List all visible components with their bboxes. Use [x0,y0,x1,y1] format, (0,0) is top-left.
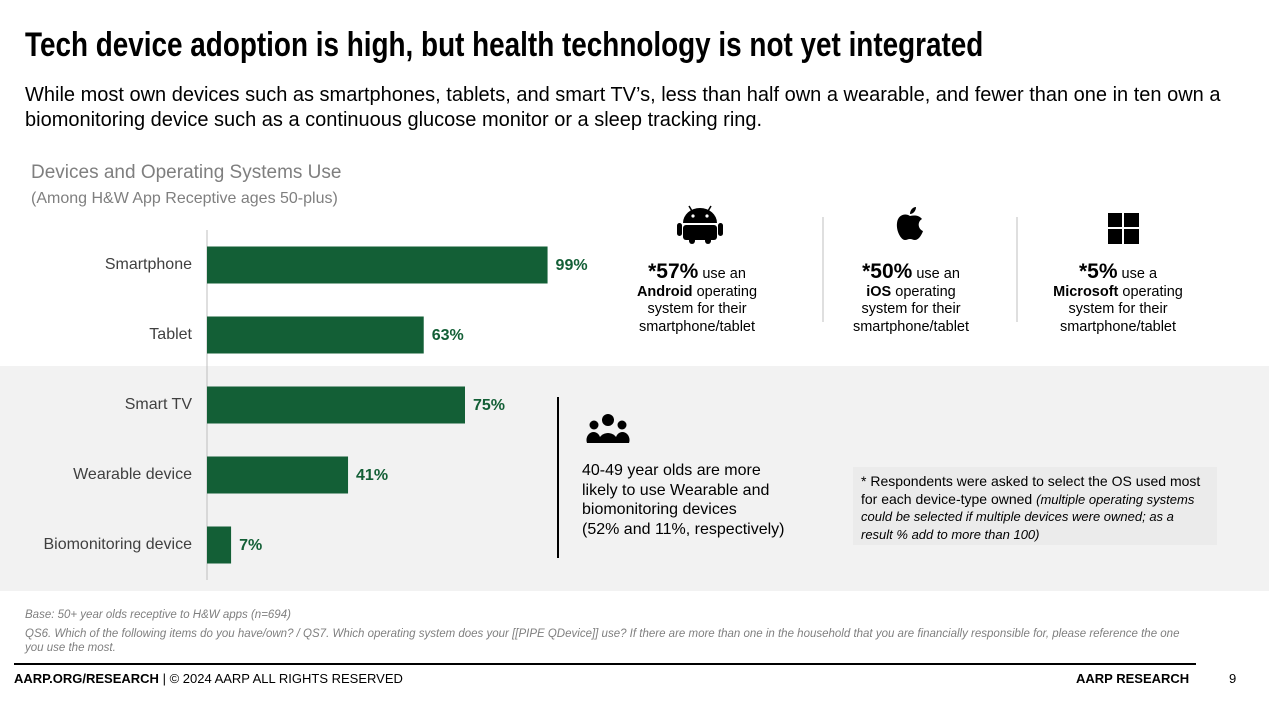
note-italic: (multiple operating systems could be sel… [861,491,1195,542]
os-line: system for their [861,301,961,317]
apple-icon [896,207,923,240]
windows-icon [1108,213,1139,244]
os-line: smartphone/tablet [852,318,970,335]
note-text: * Respondents were asked to select the O… [861,473,1201,507]
os-value: *5% [1078,260,1118,283]
android-icon [677,205,723,244]
os-rest: operating [696,283,758,300]
value-label: 63% [432,327,464,344]
callout-detail: (52% and 11%, respectively) [582,520,785,538]
os-line: smartphone/tablet [1059,318,1177,335]
bar [207,316,424,354]
category-label: Tablet [149,326,192,343]
value-label: 99% [556,257,588,274]
bar [207,526,232,564]
os-name: Microsoft [1053,283,1119,300]
people-icon [586,414,630,443]
title: Tech device adoption is high, but health… [25,26,984,64]
subtitle: While most own devices such as smartphon… [25,84,1221,131]
footer-rule [14,663,1196,665]
callout-text: 40-49 year olds are more likely to use W… [582,462,770,518]
os-stat: *5% use a Microsoft operating system for t… [1018,260,1218,336]
os-stat: *50% use an iOS operating system for their… [811,260,1011,336]
value-label: 41% [356,467,388,484]
note: * Respondents were asked to select the O… [853,467,1217,545]
os-stat: *57% use an Android operating system for t… [597,260,797,336]
footer-site: AARP.ORG/RESEARCH [14,671,159,686]
os-line: system for their [647,301,747,317]
category-label: Smartphone [105,256,192,273]
category-label: Biomonitoring device [43,536,192,553]
category-label: Smart TV [125,396,193,413]
chart-subtitle: (Among H&W App Receptive ages 50-plus) [31,190,338,207]
os-value: *50% [862,260,913,283]
os-name: iOS [866,283,892,300]
footer-left: AARP.ORG/RESEARCH | © 2024 AARP ALL RIGH… [14,671,403,686]
question-note: QS6. Which of the following items do you… [25,628,1180,654]
os-lead: use an [702,266,746,282]
value-label: 7% [239,537,262,554]
bar [207,456,349,494]
page-number: 9 [1229,671,1237,686]
os-rest: operating [895,283,956,300]
base-note: Base: 50+ year olds receptive to H&W app… [25,609,291,621]
value-label: 75% [473,397,505,414]
footer-brand: AARP RESEARCH [1076,671,1190,686]
os-rest: operating [1122,283,1183,300]
footer-rights: | © 2024 AARP ALL RIGHTS RESERVED [162,671,403,686]
callout: 40-49 year olds are more likely to use W… [582,461,797,539]
bar [207,246,548,284]
os-lead: use a [1121,266,1158,282]
os-name: Android [636,283,693,300]
category-label: Wearable device [73,466,192,483]
os-value: *57% [648,260,699,283]
os-line: smartphone/tablet [638,318,756,335]
bar [207,386,465,424]
os-lead: use an [916,266,960,282]
os-line: system for their [1068,301,1168,317]
chart-title: Devices and Operating Systems Use [31,162,342,183]
